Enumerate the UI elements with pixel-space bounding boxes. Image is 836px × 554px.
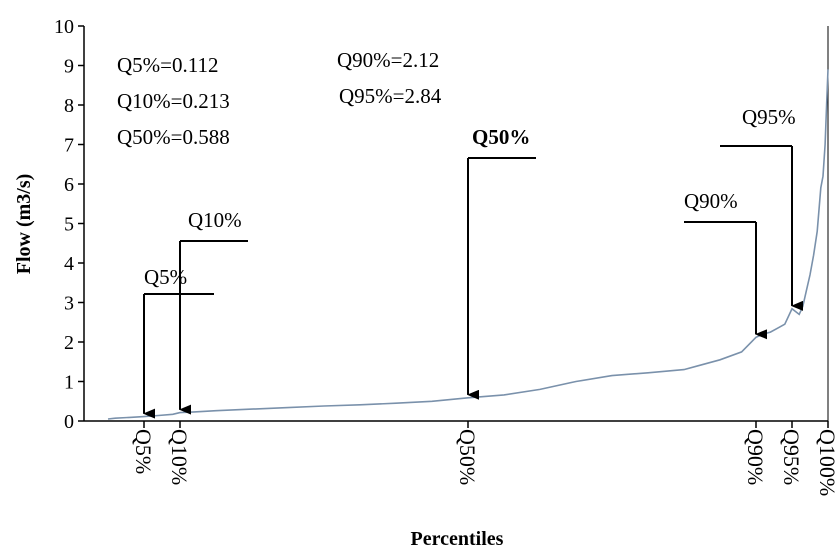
x-axis-title: Percentiles bbox=[411, 528, 504, 550]
y-axis-title: Flow (m3/s) bbox=[13, 174, 35, 275]
x-tick-label: Q5% bbox=[131, 429, 156, 474]
stat-q50: Q50%=0.588 bbox=[117, 125, 230, 149]
percentile-marker: Q90% bbox=[684, 189, 767, 340]
x-tick-label: Q50% bbox=[455, 429, 480, 485]
x-tick-label: Q90% bbox=[743, 429, 768, 485]
y-tick-label: 1 bbox=[64, 372, 74, 394]
y-tick-label: 8 bbox=[64, 95, 74, 117]
flow-duration-line bbox=[107, 69, 829, 420]
marker-label: Q90% bbox=[684, 189, 738, 213]
stat-q5: Q5%=0.112 bbox=[117, 53, 218, 77]
y-tick-label: 4 bbox=[64, 253, 74, 275]
y-tick-label: 2 bbox=[64, 332, 74, 354]
y-tick-label: 6 bbox=[64, 174, 74, 196]
stat-q10: Q10%=0.213 bbox=[117, 89, 230, 113]
y-tick-label: 0 bbox=[64, 411, 74, 433]
marker-label: Q95% bbox=[742, 105, 796, 129]
y-tick-label: 9 bbox=[64, 56, 74, 78]
marker-label: Q50% bbox=[472, 125, 530, 149]
stat-q90: Q90%=2.12 bbox=[337, 48, 439, 72]
percentile-marker: Q10% bbox=[179, 208, 248, 415]
x-tick-label: Q10% bbox=[167, 429, 192, 485]
y-tick-label: 3 bbox=[64, 293, 74, 315]
percentile-marker: Q95% bbox=[720, 105, 803, 311]
marker-label: Q10% bbox=[188, 208, 242, 232]
y-tick-label: 10 bbox=[54, 16, 74, 38]
stat-q95: Q95%=2.84 bbox=[339, 84, 442, 108]
percentile-marker: Q50% bbox=[467, 125, 536, 400]
x-tick-label: Q95% bbox=[779, 429, 804, 485]
y-tick-label: 5 bbox=[64, 214, 74, 236]
x-tick-label: Q100% bbox=[815, 429, 836, 496]
y-tick-label: 7 bbox=[64, 135, 74, 157]
